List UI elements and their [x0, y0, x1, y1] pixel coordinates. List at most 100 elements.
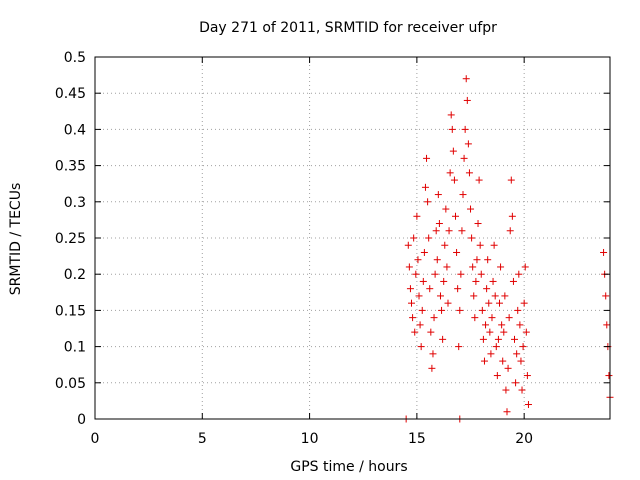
data-point	[444, 299, 452, 307]
x-tick-label: 5	[198, 431, 207, 447]
data-point	[404, 241, 412, 249]
data-point	[603, 321, 611, 329]
data-point	[452, 212, 459, 220]
data-point	[503, 408, 511, 416]
y-tick-label: 0.4	[64, 122, 86, 138]
data-point	[427, 328, 435, 336]
data-point	[512, 379, 520, 387]
data-point	[469, 263, 477, 271]
data-point	[460, 154, 468, 162]
data-point	[478, 306, 486, 314]
data-point	[515, 270, 523, 278]
data-point	[442, 205, 450, 213]
data-point	[412, 270, 420, 278]
data-point	[462, 75, 470, 83]
y-axis-label: SRMTID / TECUs	[8, 183, 24, 296]
data-point	[440, 277, 448, 285]
data-point	[443, 263, 451, 271]
x-tick-label: 15	[408, 431, 426, 447]
data-point	[463, 96, 471, 104]
data-point	[523, 372, 531, 380]
y-tick-label: 0.15	[55, 303, 86, 319]
data-point	[497, 263, 505, 271]
y-tick-label: 0.5	[64, 50, 86, 66]
y-tick-label: 0.05	[55, 376, 86, 392]
data-point	[423, 154, 431, 162]
data-point	[449, 147, 457, 155]
data-point	[602, 292, 610, 300]
data-point	[490, 241, 498, 249]
data-point	[473, 256, 481, 264]
data-point	[495, 299, 503, 307]
data-point	[477, 270, 485, 278]
data-point	[517, 357, 525, 365]
data-point	[411, 328, 419, 336]
data-point	[522, 328, 530, 336]
data-point	[470, 292, 478, 300]
data-point	[506, 227, 514, 235]
data-point	[472, 277, 480, 285]
data-point	[492, 343, 500, 351]
data-point	[415, 292, 423, 300]
data-point	[448, 125, 456, 133]
data-point	[409, 314, 417, 322]
data-point	[405, 263, 413, 271]
data-point	[446, 169, 454, 177]
data-point	[468, 234, 476, 242]
data-point	[480, 357, 488, 365]
data-point	[509, 277, 517, 285]
data-point	[514, 306, 522, 314]
chart-title: Day 271 of 2011, SRMTID for receiver ufp…	[199, 20, 497, 36]
data-point	[516, 321, 524, 329]
data-point	[429, 350, 437, 358]
data-point	[435, 220, 443, 228]
data-point	[600, 248, 608, 256]
grid-lines	[95, 57, 610, 419]
data-point	[436, 292, 444, 300]
data-point	[410, 234, 418, 242]
data-point	[489, 277, 497, 285]
y-tick-label: 0.35	[55, 159, 86, 175]
data-point	[487, 350, 495, 358]
data-point	[491, 292, 499, 300]
data-point	[425, 234, 433, 242]
x-tick-labels: 0 5 10 15 20	[91, 431, 534, 447]
data-point	[501, 292, 509, 300]
axis-ticks	[94, 56, 610, 420]
data-point	[414, 256, 422, 264]
y-tick-label: 0.2	[64, 267, 86, 283]
data-point	[513, 350, 521, 358]
data-point	[428, 364, 436, 372]
data-point	[426, 285, 434, 293]
data-point	[467, 205, 475, 213]
data-point	[524, 401, 532, 409]
data-point	[519, 343, 527, 351]
data-point	[459, 191, 467, 199]
data-point	[438, 306, 446, 314]
data-point	[455, 343, 463, 351]
data-point	[488, 314, 496, 322]
data-point	[479, 335, 487, 343]
data-point	[456, 306, 464, 314]
plot-frame	[94, 56, 611, 420]
data-point	[464, 140, 472, 148]
x-axis-label: GPS time / hours	[290, 459, 407, 475]
data-point	[461, 125, 469, 133]
data-point	[430, 314, 438, 322]
data-point	[418, 306, 426, 314]
data-point	[520, 299, 528, 307]
data-point	[474, 220, 482, 228]
data-point	[605, 372, 613, 380]
data-point	[424, 198, 432, 206]
y-tick-label: 0.45	[55, 86, 86, 102]
data-point	[521, 263, 529, 271]
data-point	[421, 183, 429, 191]
data-point	[482, 321, 490, 329]
x-tick-label: 0	[91, 431, 100, 447]
y-tick-label: 0	[77, 412, 86, 428]
data-point	[484, 256, 492, 264]
data-point	[483, 285, 491, 293]
data-point	[439, 335, 447, 343]
data-point	[507, 176, 515, 184]
